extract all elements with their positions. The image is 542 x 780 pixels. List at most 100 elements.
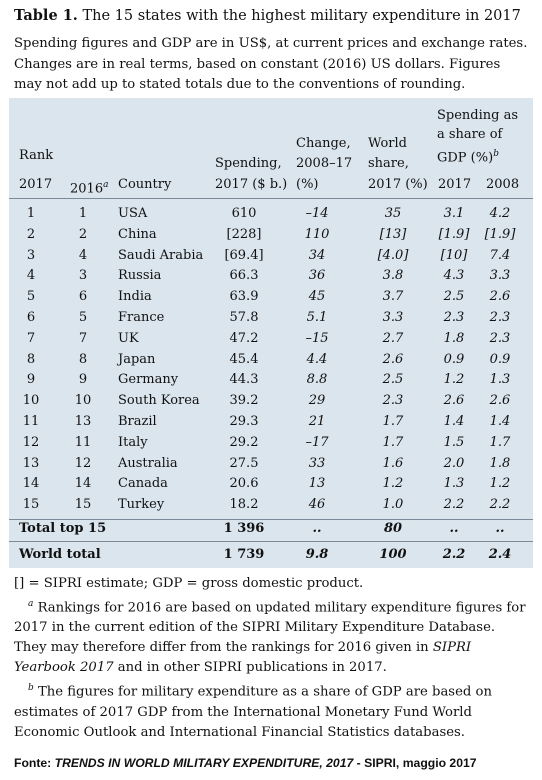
cell-gdp-share-2008: 2.6 bbox=[489, 289, 511, 305]
cell-change: 5.1 bbox=[306, 310, 328, 325]
cell-change: 45 bbox=[308, 289, 326, 305]
cell-spending: 39.2 bbox=[229, 393, 259, 409]
cell-spending: 29.3 bbox=[229, 414, 259, 429]
header-gdp-2017: 2017 bbox=[438, 177, 472, 192]
cell-gdp-share-2008: 2.3 bbox=[489, 330, 511, 346]
header-gdp-3: GDP (%)b bbox=[437, 149, 499, 166]
cell-rank-2017: 8 bbox=[26, 351, 36, 367]
cell-change: 21 bbox=[308, 414, 326, 429]
cell-country: USA bbox=[118, 206, 148, 221]
cell-gdp-share-2017: 0.9 bbox=[443, 351, 465, 367]
header-world-1: World bbox=[368, 136, 407, 151]
cell-gdp-share-2017: 3.1 bbox=[443, 206, 465, 221]
header-rule bbox=[9, 198, 533, 199]
cell-spending: 18.2 bbox=[229, 497, 259, 513]
cell-world-share: 35 bbox=[384, 206, 402, 221]
cell-spending: 27.5 bbox=[229, 455, 259, 471]
cell-rank-2017: 2 bbox=[26, 226, 36, 242]
header-change-1: Change, bbox=[296, 136, 351, 151]
cell-country: Canada bbox=[118, 476, 168, 492]
cell-rank-2017: 6 bbox=[26, 310, 36, 325]
world-total-gdp08: 2.4 bbox=[488, 547, 512, 562]
cell-gdp-share-2008: 2.2 bbox=[489, 497, 511, 513]
cell-rank-2017: 11 bbox=[22, 414, 40, 429]
cell-rank-2017: 1 bbox=[26, 206, 36, 221]
cell-gdp-share-2017: 1.8 bbox=[443, 330, 465, 346]
cell-change: 29 bbox=[308, 393, 326, 409]
cell-gdp-share-2008: 1.7 bbox=[489, 434, 511, 450]
cell-rank-2017: 14 bbox=[22, 476, 40, 492]
cell-rank-2016: 10 bbox=[74, 393, 92, 409]
header-spending-1: Spending, bbox=[215, 156, 282, 171]
cell-spending: 47.2 bbox=[229, 330, 259, 346]
cell-change: 110 bbox=[304, 226, 330, 242]
cell-world-share: 2.5 bbox=[382, 372, 404, 388]
cell-country: France bbox=[118, 310, 165, 325]
table-row: 9 9 Germany 44.3 8.8 2.5 1.2 1.3 bbox=[9, 369, 533, 390]
cell-country: Australia bbox=[118, 455, 178, 471]
source-line: Fonte: TRENDS IN WORLD MILITARY EXPENDIT… bbox=[14, 756, 477, 770]
cell-change: 34 bbox=[308, 247, 326, 263]
cell-gdp-share-2008: 1.8 bbox=[489, 455, 511, 471]
notes-legend: [] = SIPRI estimate; GDP = gross domesti… bbox=[14, 576, 364, 591]
header-rank-2016: 2016a bbox=[70, 180, 109, 197]
cell-world-share: 1.2 bbox=[382, 476, 404, 492]
cell-spending: 66.3 bbox=[229, 268, 259, 284]
header-gdp-2008: 2008 bbox=[486, 177, 520, 192]
cell-gdp-share-2017: [1.9] bbox=[438, 226, 470, 242]
world-total-spend: 1 739 bbox=[223, 547, 265, 562]
cell-rank-2016: 2 bbox=[78, 226, 88, 242]
cell-rank-2016: 9 bbox=[78, 372, 88, 388]
total-top15-spend: 1 396 bbox=[223, 521, 265, 536]
cell-country: Turkey bbox=[118, 497, 165, 513]
cell-rank-2016: 13 bbox=[74, 414, 92, 429]
header-spending-2: 2017 ($ b.) bbox=[215, 177, 288, 192]
cell-country: China bbox=[118, 226, 157, 242]
cell-world-share: 3.3 bbox=[382, 310, 404, 325]
header-world-2: share, bbox=[368, 156, 409, 171]
table-header: Rank 2017 2016a Country Spending, 2017 (… bbox=[9, 98, 533, 198]
cell-change: –14 bbox=[305, 206, 329, 221]
cell-gdp-share-2008: 2.3 bbox=[489, 310, 511, 325]
note-b-marker: b bbox=[493, 149, 499, 159]
cell-country: Italy bbox=[118, 434, 148, 450]
cell-country: Japan bbox=[118, 351, 156, 367]
cell-world-share: 3.8 bbox=[382, 268, 404, 284]
table-row: 8 8 Japan 45.4 4.4 2.6 0.9 0.9 bbox=[9, 349, 533, 370]
cell-rank-2017: 4 bbox=[26, 268, 36, 284]
header-change-2: 2008–17 bbox=[296, 156, 353, 171]
cell-world-share: [4.0] bbox=[377, 247, 409, 263]
world-rule bbox=[9, 541, 533, 542]
table-intro: Spending figures and GDP are in US$, at … bbox=[14, 36, 528, 92]
cell-gdp-share-2017: 2.3 bbox=[443, 310, 465, 325]
header-gdp-2: a share of bbox=[437, 127, 503, 142]
cell-rank-2016: 14 bbox=[74, 476, 92, 492]
cell-gdp-share-2017: 2.2 bbox=[443, 497, 465, 513]
cell-country: Brazil bbox=[118, 414, 157, 429]
cell-country: India bbox=[118, 289, 152, 305]
cell-gdp-share-2008: 3.3 bbox=[489, 268, 511, 284]
cell-country: South Korea bbox=[118, 393, 200, 409]
expenditure-table: Rank 2017 2016a Country Spending, 2017 (… bbox=[9, 98, 533, 568]
cell-change: 13 bbox=[308, 476, 326, 492]
cell-country: Germany bbox=[118, 372, 179, 388]
cell-rank-2017: 5 bbox=[26, 289, 36, 305]
total-top15-gdp17: .. bbox=[449, 521, 459, 536]
table-row: 2 2 China [228] 110 [13] [1.9] [1.9] bbox=[9, 224, 533, 245]
cell-world-share: 2.3 bbox=[382, 393, 404, 409]
note-b: b The figures for military expenditure a… bbox=[14, 683, 492, 740]
cell-gdp-share-2008: 1.2 bbox=[489, 476, 511, 492]
cell-world-share: 3.7 bbox=[382, 289, 404, 305]
world-total-gdp17: 2.2 bbox=[442, 547, 466, 562]
table-row: 4 3 Russia 66.3 36 3.8 4.3 3.3 bbox=[9, 265, 533, 286]
table-row: 7 7 UK 47.2 –15 2.7 1.8 2.3 bbox=[9, 328, 533, 349]
world-total-label: World total bbox=[19, 547, 101, 562]
cell-spending: [228] bbox=[226, 226, 262, 242]
table-title-text: The 15 states with the highest military … bbox=[82, 8, 521, 24]
total-top15-gdp08: .. bbox=[495, 521, 505, 536]
cell-world-share: 2.6 bbox=[382, 351, 404, 367]
cell-spending: 20.6 bbox=[229, 476, 259, 492]
header-change-3: (%) bbox=[296, 177, 319, 192]
cell-change: 36 bbox=[308, 268, 326, 284]
cell-rank-2016: 11 bbox=[74, 434, 92, 450]
